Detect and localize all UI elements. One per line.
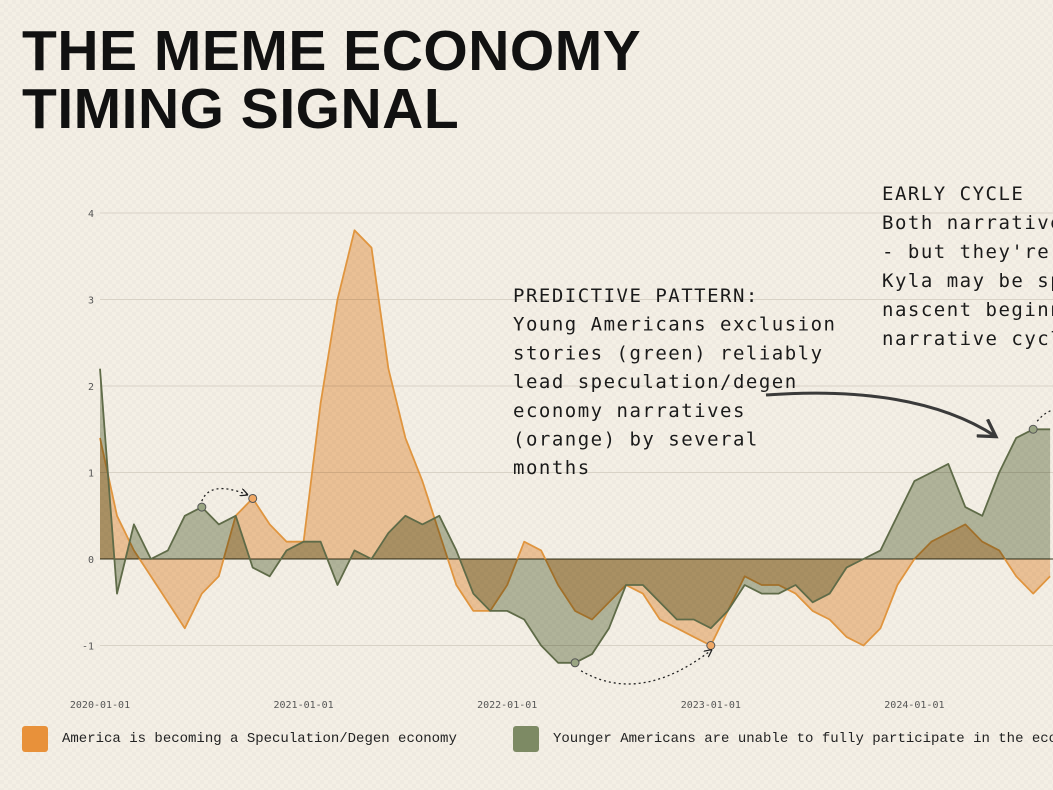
annotation-text: - but they're [882, 241, 1050, 263]
legend-label: America is becoming a Speculation/Degen … [62, 731, 457, 747]
lead-marker [248, 493, 258, 503]
series-area-1 [100, 368, 1051, 663]
lead-marker [570, 658, 580, 668]
lead-marker [1028, 424, 1038, 434]
annotation-arrow [765, 391, 995, 436]
y-tick-label: 0 [88, 555, 94, 566]
title-line-2: TIMING SIGNAL [22, 77, 460, 141]
annotation-text: (orange) by several [513, 429, 759, 451]
x-tick-label: 2020-01-01 [70, 700, 130, 711]
annotation-text: nascent beginnin [882, 299, 1053, 321]
annotation-text: PREDICTIVE PATTERN: [513, 285, 759, 307]
y-tick-label: 3 [88, 296, 94, 307]
legend-swatch-orange [22, 726, 48, 752]
legend-item-younger-americans: Younger Americans are unable to fully pa… [513, 726, 1053, 752]
annotation-text: Kyla may be sp [882, 270, 1053, 292]
annotation-text: narrative cycle [882, 328, 1053, 350]
y-tick-label: 1 [88, 469, 94, 480]
legend-label: Younger Americans are unable to fully pa… [553, 731, 1053, 747]
annotation-text: Young Americans exclusion [513, 314, 836, 336]
lead-marker [197, 502, 207, 512]
y-tick-label: 2 [88, 382, 94, 393]
legend-item-speculation: America is becoming a Speculation/Degen … [22, 726, 457, 752]
annotation-text: Both narratives [882, 212, 1053, 234]
x-tick-label: 2022-01-01 [477, 700, 537, 711]
legend-swatch-green [513, 726, 539, 752]
y-tick-label: -1 [82, 642, 94, 653]
annotation-text: EARLY CYCLE [882, 183, 1024, 205]
annotation-text: stories (green) reliably [513, 342, 824, 364]
x-tick-label: 2021-01-01 [273, 700, 333, 711]
x-tick-label: 2023-01-01 [681, 700, 741, 711]
dotted-arrow [1036, 409, 1053, 422]
page-title: THE MEME ECONOMY TIMING SIGNAL [22, 22, 641, 138]
dotted-arrow [201, 487, 247, 502]
annotation-text: lead speculation/degen [513, 371, 798, 393]
series-area-0 [100, 230, 1051, 646]
y-tick-label: 4 [88, 209, 94, 220]
annotation-text: months [513, 457, 591, 479]
x-tick-label: 2024-01-01 [884, 700, 944, 711]
dotted-arrow [580, 651, 711, 685]
annotation-text: economy narratives [513, 400, 746, 422]
lead-marker [706, 641, 716, 650]
title-line-1: THE MEME ECONOMY [22, 19, 642, 83]
